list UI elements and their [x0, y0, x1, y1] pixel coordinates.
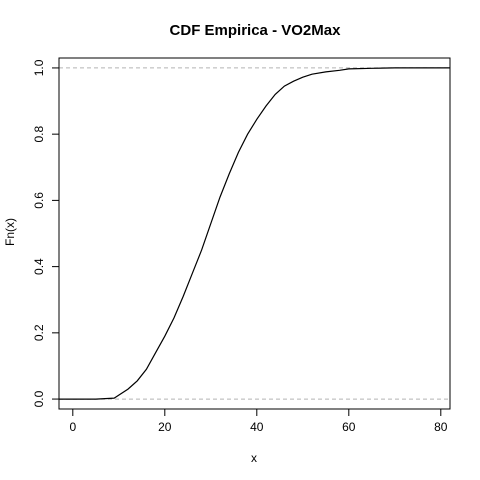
reference-lines — [59, 67, 450, 400]
x-axis-label: x — [251, 451, 257, 465]
x-tick-label: 80 — [434, 420, 448, 434]
y-tick-label: 1.0 — [32, 59, 46, 76]
x-tick-label: 40 — [250, 420, 264, 434]
x-tick-label: 0 — [69, 420, 76, 434]
y-tick-label: 0.6 — [32, 192, 46, 209]
x-tick-label: 60 — [342, 420, 356, 434]
y-tick-label: 0.2 — [32, 324, 46, 341]
x-axis: 0 20 40 60 80 — [69, 409, 448, 434]
x-tick-label: 20 — [158, 420, 172, 434]
chart-title: CDF Empirica - VO2Max — [170, 22, 342, 39]
y-axis-label: Fn(x) — [3, 218, 17, 246]
y-tick-label: 0.8 — [32, 125, 46, 142]
plot-frame — [58, 57, 451, 410]
y-tick-label: 0.0 — [32, 390, 46, 407]
y-tick-label: 0.4 — [32, 258, 46, 275]
series-layer — [59, 67, 450, 400]
ecdf-line — [59, 67, 450, 400]
y-axis: 0.0 0.2 0.4 0.6 0.8 1.0 — [32, 59, 59, 407]
